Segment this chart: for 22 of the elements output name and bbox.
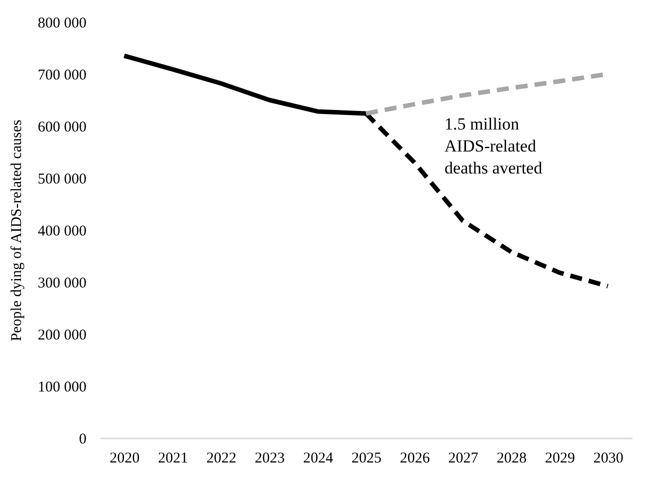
x-tick-label: 2027 [448, 450, 479, 466]
x-tick-label: 2025 [352, 450, 382, 466]
annotation: 1.5 million AIDS-related deaths averted [444, 114, 543, 178]
y-tick-label: 300 000 [38, 276, 86, 292]
y-tick-label: 400 000 [38, 224, 86, 240]
x-tick-label: 2021 [158, 450, 188, 466]
y-tick-label: 0 [79, 432, 86, 448]
x-tick-label: 2029 [544, 450, 575, 466]
x-tick-label: 2020 [110, 450, 140, 466]
y-axis-title: People dying of AIDS-related causes [8, 120, 25, 342]
y-tick-label: 100 000 [38, 380, 86, 396]
x-tick-label: 2030 [593, 450, 624, 466]
x-tick-label: 2024 [303, 450, 334, 466]
y-tick-label: 500 000 [38, 172, 86, 188]
x-tick-label: 2023 [254, 450, 285, 466]
x-tick-label: 2022 [206, 450, 236, 466]
x-tick-label: 2026 [400, 450, 430, 466]
y-tick-label: 800 000 [38, 16, 86, 32]
y-tick-label: 700 000 [38, 68, 86, 84]
y-tick-label: 200 000 [38, 328, 86, 344]
x-tick-label: 2028 [496, 450, 527, 466]
y-tick-label: 600 000 [38, 120, 86, 136]
